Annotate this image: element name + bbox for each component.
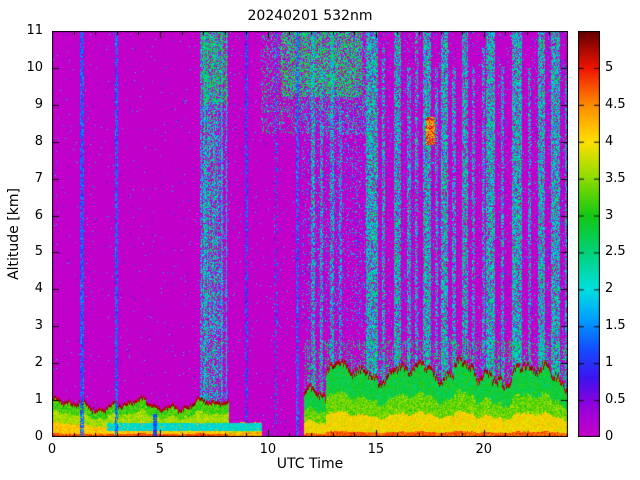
chart-title: 20240201 532nm (247, 8, 373, 24)
colorbar-tick-label: 0 (605, 429, 614, 444)
colorbar-tick-label: 1 (605, 355, 614, 371)
y-tick-label: 5 (34, 244, 43, 260)
x-tick-label: 20 (475, 442, 493, 457)
colorbar (578, 31, 600, 437)
x-tick-label: 10 (259, 442, 277, 457)
colorbar-tick-label: 4.5 (605, 96, 626, 112)
x-tick-label: 0 (47, 442, 57, 457)
x-axis-label: UTC Time (276, 456, 344, 472)
y-tick-label: 8 (34, 133, 43, 149)
colorbar-tick-label: 3.5 (605, 170, 626, 186)
y-tick-label: 10 (26, 59, 43, 75)
y-tick-label: 9 (34, 96, 43, 112)
y-tick-label: 6 (34, 207, 43, 223)
y-tick-label: 3 (34, 318, 43, 334)
x-tick-label: 5 (155, 442, 165, 457)
y-tick-label: 2 (34, 355, 43, 371)
y-tick-label: 7 (34, 170, 43, 186)
y-tick-label: 11 (26, 23, 43, 38)
y-tick-label: 4 (34, 281, 43, 297)
colorbar-tick-label: 2 (605, 281, 614, 297)
colorbar-tick-label: 0.5 (605, 392, 626, 408)
y-tick-label: 1 (34, 392, 43, 408)
colorbar-tick-label: 1.5 (605, 318, 626, 334)
y-tick-label: 0 (34, 429, 43, 444)
colorbar-tick-label: 5 (605, 59, 614, 75)
x-tick-label: 15 (367, 442, 385, 457)
y-axis-label: Altitude [km] (6, 188, 22, 280)
colorbar-tick-label: 3 (605, 207, 614, 223)
heatmap-canvas (52, 31, 568, 437)
colorbar-tick-label: 4 (605, 133, 614, 149)
colorbar-tick-label: 2.5 (605, 244, 626, 260)
